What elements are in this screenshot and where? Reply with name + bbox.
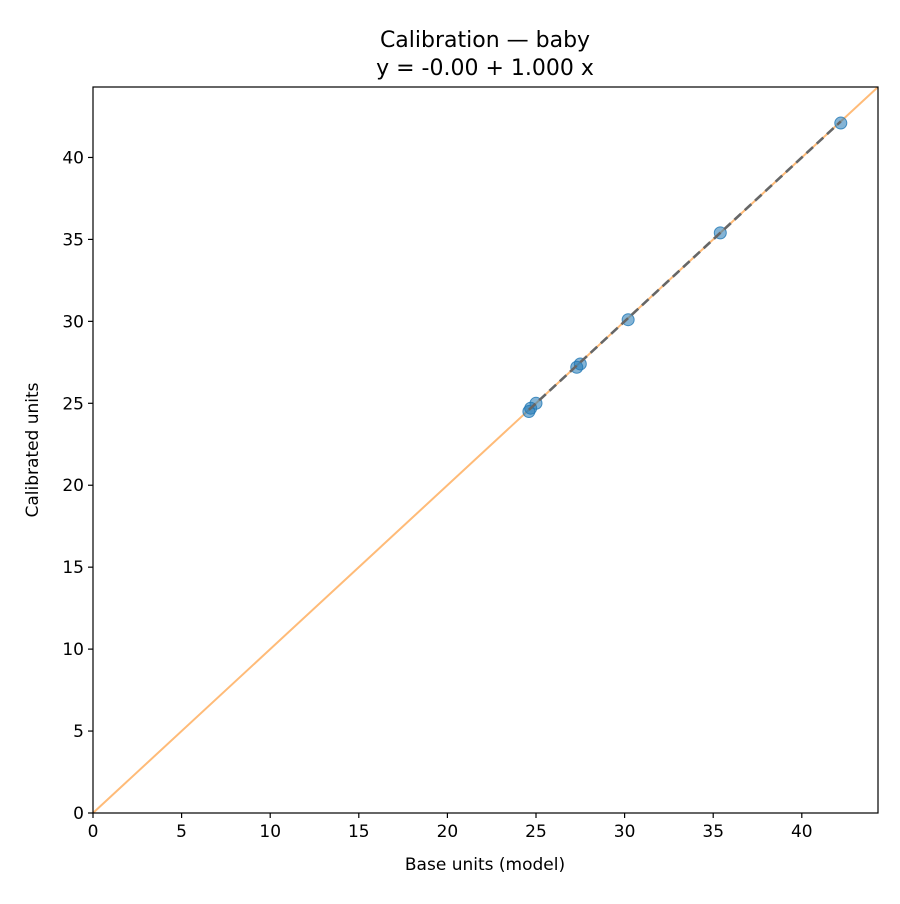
x-tick-label-35: 35 — [702, 822, 724, 842]
y-tick-label-0: 0 — [73, 804, 84, 824]
x-tick-label-0: 0 — [88, 822, 99, 842]
y-tick-label-25: 25 — [62, 394, 84, 414]
y-tick-label-40: 40 — [62, 148, 84, 168]
y-tick-label-30: 30 — [62, 312, 84, 332]
x-tick-label-25: 25 — [525, 822, 547, 842]
chart-subtitle: y = -0.00 + 1.000 x — [376, 56, 594, 81]
y-axis-label: Calibrated units — [23, 382, 43, 517]
y-tick-label-10: 10 — [62, 640, 84, 660]
x-tick-label-40: 40 — [791, 822, 813, 842]
plot-area: 0 5 10 15 20 25 30 35 40 0 5 10 15 20 25 30 35 40 — [62, 86, 879, 842]
y-tick-label-35: 35 — [62, 230, 84, 250]
y-tick-label-5: 5 — [73, 722, 84, 742]
fit-line — [528, 120, 842, 411]
y-tick-label-15: 15 — [62, 558, 84, 578]
x-axis-label: Base units (model) — [405, 855, 565, 875]
chart-title: Calibration — baby — [380, 28, 590, 53]
x-tick-label-15: 15 — [348, 822, 370, 842]
y-tick-label-20: 20 — [62, 476, 84, 496]
x-tick-label-30: 30 — [614, 822, 636, 842]
plot-frame — [92, 86, 879, 814]
x-tick-label-5: 5 — [176, 822, 187, 842]
x-tick-label-20: 20 — [437, 822, 459, 842]
x-tick-label-10: 10 — [259, 822, 281, 842]
